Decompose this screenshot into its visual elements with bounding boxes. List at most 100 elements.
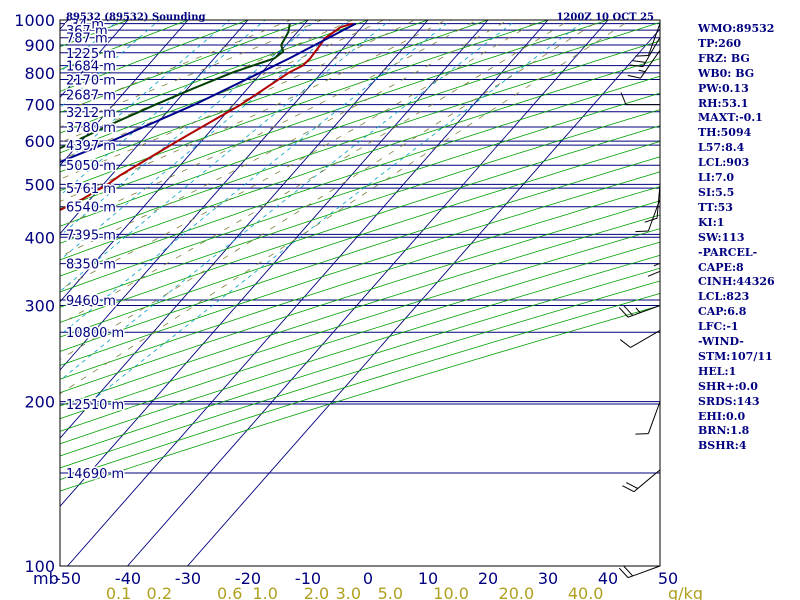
temperature-tick-label: -20 [235,569,261,588]
sounding-indices-list: WMO:89532 TP:260 FRZ: BG WB0: BG PW:0.13 RH:5… [698,22,800,454]
temperature-tick-label: -40 [115,569,141,588]
mixing-ratio-line [60,20,120,73]
dry-adiabat [60,267,660,457]
temperature-tick-label: -10 [295,569,321,588]
dry-adiabat [60,293,660,481]
sounding-index-item: L57:8.4 [698,141,745,155]
dry-adiabat [60,109,660,308]
height-label: 4397 m [66,139,116,154]
moist-adiabat [60,20,632,395]
mixing-ratio-label: 0.6 [217,584,242,600]
dry-adiabat [60,20,430,154]
temperature-tick-label: 30 [538,569,558,588]
pressure-label-100: 100 [24,557,55,576]
moist-adiabat [60,20,447,202]
sounding-index-item: STM:107/11 [698,349,773,363]
dry-adiabat [60,214,660,407]
sounding-index-item: -WIND- [698,335,744,349]
dry-adiabat [60,20,370,134]
mixing-ratio-line [60,20,517,381]
sounding-index-item: WB0: BG [698,66,755,80]
pressure-label-400: 400 [24,228,55,247]
sounding-index-item: LCL:823 [698,290,750,304]
wind-barb [618,305,661,318]
sounding-index-item: SI:5.5 [698,185,735,199]
valid-time: 1200Z 10 OCT 25 [556,12,654,23]
isotherm [67,20,549,566]
wind-barb [635,23,661,57]
sounding-index-item: CAPE:8 [698,260,744,274]
isotherm [0,20,8,566]
mixing-ratio-line [60,20,452,336]
sounding-index-item: WMO:89532 [698,22,775,35]
mixing-ratio-label: 0.1 [106,584,131,600]
isotherm [60,20,489,508]
mixing-ratio-line [60,20,349,261]
isotherm [60,20,189,167]
height-label: -34 m [66,18,104,33]
wind-barb [620,92,660,106]
moist-adiabat [60,20,323,128]
mixing-ratio-label: 10.0 [433,584,469,600]
mixing-ratio-label: 20.0 [499,584,535,600]
height-label: 14690 m [66,467,124,482]
pressure-label-300: 300 [24,296,55,315]
isotherm [60,20,369,371]
wind-barb [635,401,661,435]
height-label: 10800 m [66,326,124,341]
wind-barb [618,565,661,579]
dry-adiabat [60,20,550,192]
sounding-index-item: TP:260 [698,36,742,50]
wind-barb [647,237,661,277]
sounding-index-item: FRZ: BG [698,51,750,65]
isotherm [127,20,609,566]
dry-adiabat [60,58,660,261]
sounding-index-item: RH:53.1 [698,96,749,110]
height-label: 6540 m [66,201,116,216]
sounding-index-item: LFC:-1 [698,320,739,334]
pressure-label-1000: 1000 [14,11,55,30]
chart-title: 89532 (89532) Sounding [66,12,206,23]
height-label: 3212 m [66,106,116,121]
isotherm [187,28,660,566]
pressure-label-500: 500 [24,175,55,194]
dry-adiabat [60,20,250,92]
wind-barb [619,330,661,348]
parcel-path-line [60,22,357,163]
moist-adiabat [60,20,540,290]
mixing-ratio-unit: g/kg [668,584,703,600]
pressure-label-900: 900 [24,36,55,55]
dry-adiabat [60,241,660,432]
sounding-index-item: SHR+:0.0 [698,379,758,393]
mixing-ratio-label: 5.0 [378,584,403,600]
sounding-index-item: HEL:1 [698,364,737,378]
pressure-label-600: 600 [24,132,55,151]
dry-adiabat [60,75,660,277]
dry-adiabat [60,254,660,445]
dry-adiabat [60,20,490,173]
sounding-index-item: BSHR:4 [698,439,747,453]
dry-adiabat [60,20,310,114]
height-label: 367 m [66,24,108,39]
height-label: 787 m [66,32,108,47]
temperature-tick-label: -50 [55,569,81,588]
sounding-index-item: PW:0.13 [698,81,749,95]
height-label: 5050 m [66,159,116,174]
height-label: 2687 m [66,89,116,104]
sounding-index-item: EHI:0.0 [698,409,746,423]
dry-adiabat [60,305,660,492]
temperature-tick-label: 20 [478,569,498,588]
temperature-tick-label: 0 [363,569,373,588]
sounding-index-item: KI:1 [698,215,725,229]
height-label: 3780 m [66,121,116,136]
sounding-index-item: TT:53 [698,200,733,214]
height-label: 1684 m [66,60,116,75]
wind-barb [622,469,661,493]
sounding-index-item: LI:7.0 [698,171,735,185]
dry-adiabat [60,20,190,70]
height-label: 9460 m [66,294,116,309]
height-label: 12510 m [66,398,124,413]
temperature-line [60,22,354,212]
moist-adiabat [60,20,479,228]
dry-adiabat [60,141,660,338]
